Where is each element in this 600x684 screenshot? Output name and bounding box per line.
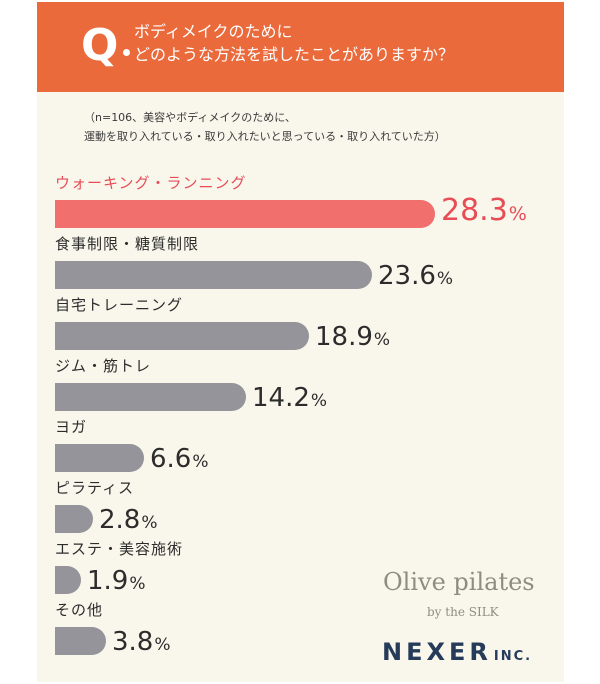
sample-note: （n=106、美容やボディメイクのために、 運動を取り入れている・取り入れたいと…	[84, 108, 446, 146]
olive-pilates-logo: Olive pilates	[383, 568, 535, 596]
percent-sign: %	[436, 269, 454, 289]
value-number: 28.3	[441, 193, 508, 228]
nexer-logo: NEXER INC.	[382, 638, 532, 671]
bar	[55, 200, 435, 228]
q-mark: Q	[81, 20, 119, 71]
question-line-2: どのような方法を試したことがありますか？	[134, 45, 455, 64]
category-label: エステ・美容施術	[55, 540, 184, 558]
value-number: 18.9	[315, 322, 373, 352]
category-label: 自宅トレーニング	[55, 296, 184, 314]
infographic: Q ボディメイクのために どのような方法を試したことがありますか？ （n=106…	[37, 2, 564, 682]
percent-sign: %	[192, 452, 209, 472]
value-number: 14.2	[252, 383, 310, 413]
value-number: 6.6	[150, 444, 192, 474]
value-label: 23.6%	[378, 261, 453, 294]
percent-sign: %	[154, 635, 171, 655]
value-label: 14.2%	[252, 383, 327, 416]
category-label: ウォーキング・ランニング	[55, 174, 247, 192]
percent-sign: %	[310, 391, 328, 411]
value-label: 1.9%	[87, 566, 146, 599]
nexer-logo-name: NEXER	[382, 638, 492, 666]
sample-note-line-2: 運動を取り入れている・取り入れたいと思っている・取り入れていた方）	[84, 130, 446, 143]
value-label: 18.9%	[315, 322, 390, 355]
question-text: ボディメイクのために どのような方法を試したことがありますか？	[134, 20, 454, 66]
q-dot-decoration	[123, 49, 130, 56]
category-label: その他	[55, 601, 104, 619]
bar	[55, 322, 309, 350]
bar-chart: ウォーキング・ランニング 28.3% 食事制限・糖質制限 23.6% 自宅トレーニング 1…	[37, 2, 564, 682]
percent-sign: %	[129, 574, 146, 594]
question-line-1: ボディメイクのために	[134, 22, 293, 41]
bar	[55, 566, 81, 594]
bar	[55, 383, 246, 411]
percent-sign: %	[373, 330, 391, 350]
percent-sign: %	[508, 203, 527, 225]
value-label: 28.3%	[441, 196, 527, 229]
category-label: ピラティス	[55, 479, 135, 497]
value-label: 2.8%	[99, 505, 158, 538]
bar	[55, 444, 144, 472]
value-number: 3.8	[112, 627, 154, 657]
category-label: ヨガ	[55, 418, 88, 436]
value-label: 6.6%	[150, 444, 209, 477]
nexer-logo-inc: INC.	[493, 649, 533, 664]
category-label: ジム・筋トレ	[55, 357, 152, 375]
value-number: 2.8	[99, 505, 141, 535]
percent-sign: %	[141, 513, 158, 533]
value-number: 23.6	[378, 261, 436, 291]
by-the-silk-text: by the SILK	[427, 605, 499, 619]
bar	[55, 505, 93, 533]
value-label: 3.8%	[112, 627, 171, 660]
sample-note-line-1: （n=106、美容やボディメイクのために、	[84, 111, 296, 124]
question-header: Q ボディメイクのために どのような方法を試したことがありますか？	[37, 2, 564, 92]
category-label: 食事制限・糖質制限	[55, 235, 200, 253]
bar	[55, 627, 106, 655]
bar	[55, 261, 372, 289]
value-number: 1.9	[87, 566, 129, 596]
